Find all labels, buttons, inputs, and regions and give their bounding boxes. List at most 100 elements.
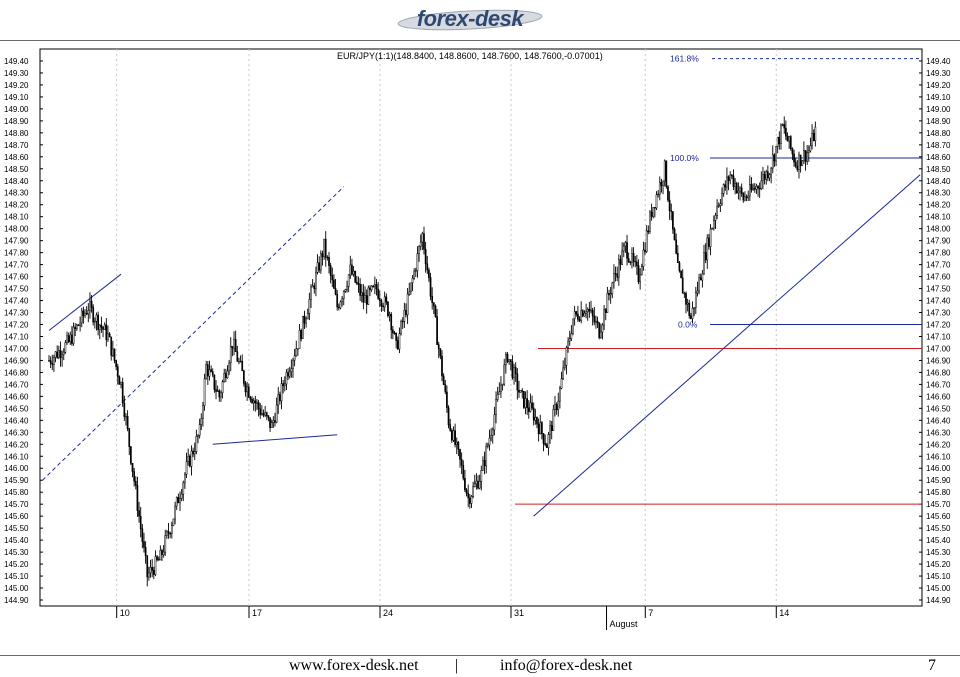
y-tick-label-left: 146.40 — [4, 416, 29, 425]
candle-body — [188, 456, 191, 467]
candle-body — [144, 547, 147, 557]
candle-body — [654, 207, 656, 209]
y-tick-label-left: 149.20 — [4, 81, 29, 90]
y-tick-label-right: 147.00 — [926, 344, 951, 353]
channel-dashed-trendline — [42, 186, 345, 481]
y-tick-label-right: 147.50 — [926, 285, 951, 294]
candle-body — [419, 241, 422, 247]
candle-body — [234, 339, 237, 353]
candle-body — [552, 409, 555, 431]
candle-body — [388, 313, 391, 317]
candle-body — [583, 312, 586, 317]
candle-body — [113, 348, 116, 361]
candle-body — [134, 480, 137, 486]
candle-body — [169, 533, 172, 535]
candle-body — [573, 311, 576, 320]
y-axis-right: 144.90 145.00 145.10 145.20 145.30 145.40 145.… — [919, 57, 951, 605]
candle-body — [421, 233, 424, 243]
candle-body — [475, 480, 478, 485]
y-axis-left: 144.90 145.00 145.10 145.20 145.30 145.40 145.… — [4, 57, 43, 605]
candle-body — [650, 211, 653, 217]
y-tick-label-right: 148.50 — [926, 165, 951, 174]
candle-body — [229, 346, 232, 364]
candle-body — [449, 424, 452, 431]
candle-body — [262, 413, 265, 416]
candle-body — [339, 301, 342, 309]
candle-body — [243, 370, 245, 384]
y-tick-label-left: 145.40 — [4, 536, 29, 545]
candle-body — [146, 555, 149, 578]
candle-body — [539, 422, 542, 435]
candle-body — [532, 407, 535, 421]
candle-body — [272, 420, 275, 423]
candle-body — [432, 302, 435, 307]
candle-body — [382, 305, 384, 308]
candle-body — [527, 407, 530, 412]
candle-body — [349, 264, 352, 276]
candle-body — [732, 175, 735, 187]
candle-body — [609, 293, 612, 296]
y-tick-label-left: 148.30 — [4, 189, 29, 198]
candle-body — [252, 400, 255, 404]
candle-body — [218, 390, 221, 398]
candle-body — [660, 181, 663, 187]
candle-body — [342, 291, 345, 299]
y-tick-label-right: 147.10 — [926, 332, 951, 341]
candle-body — [396, 340, 399, 350]
candle-body — [182, 482, 185, 495]
candle-body — [408, 291, 411, 295]
candle-body — [324, 238, 327, 258]
candle-body — [149, 567, 152, 574]
y-tick-label-right: 149.30 — [926, 69, 951, 78]
candle-body — [151, 567, 154, 571]
candle-body — [184, 474, 186, 484]
candle-body — [560, 378, 563, 389]
candle-body — [514, 367, 517, 375]
candle-body — [472, 486, 474, 497]
candle-body — [195, 436, 198, 452]
candle-body — [464, 477, 466, 491]
candle-body — [115, 360, 117, 367]
candle-body — [480, 470, 483, 482]
trendline — [212, 434, 338, 445]
footer-website[interactable]: www.forex-desk.net — [289, 657, 419, 674]
candle-body — [400, 320, 402, 334]
candle-body — [392, 329, 394, 334]
candle-body — [51, 362, 54, 365]
candle-body — [125, 416, 127, 418]
candle-body — [670, 210, 673, 212]
candle-body — [447, 407, 450, 426]
candle-body — [347, 274, 350, 287]
candle-body — [559, 387, 561, 402]
candle-body — [62, 351, 65, 356]
y-tick-label-left: 146.50 — [4, 404, 29, 413]
chart-overlays: 161.8% 100.0% 0.0% — [42, 54, 922, 517]
candle-body — [226, 370, 229, 379]
candle-body — [604, 309, 607, 313]
candle-body — [614, 273, 617, 275]
candle-body — [753, 187, 756, 190]
candle-body — [794, 161, 797, 167]
y-tick-label-right: 148.90 — [926, 117, 951, 126]
candle-body — [259, 408, 262, 415]
candle-body — [760, 180, 763, 189]
y-tick-label-left: 147.30 — [4, 309, 29, 318]
candle-body — [513, 367, 515, 379]
candle-body — [236, 351, 239, 362]
candle-body — [233, 339, 235, 349]
candle-body — [737, 190, 740, 194]
candle-body — [644, 249, 646, 252]
candle-body — [716, 205, 718, 216]
candle-body — [311, 285, 314, 288]
y-tick-label-left: 146.90 — [4, 356, 29, 365]
y-tick-label-left: 145.50 — [4, 524, 29, 533]
footer-email[interactable]: info@forex-desk.net — [500, 657, 633, 674]
candle-body — [285, 372, 288, 385]
candle-body — [683, 292, 686, 295]
candle-body — [763, 174, 766, 180]
candle-body — [228, 362, 230, 372]
candle-body — [59, 350, 62, 358]
candle-body — [211, 371, 214, 376]
candle-body — [627, 258, 630, 263]
trendline — [48, 273, 122, 331]
